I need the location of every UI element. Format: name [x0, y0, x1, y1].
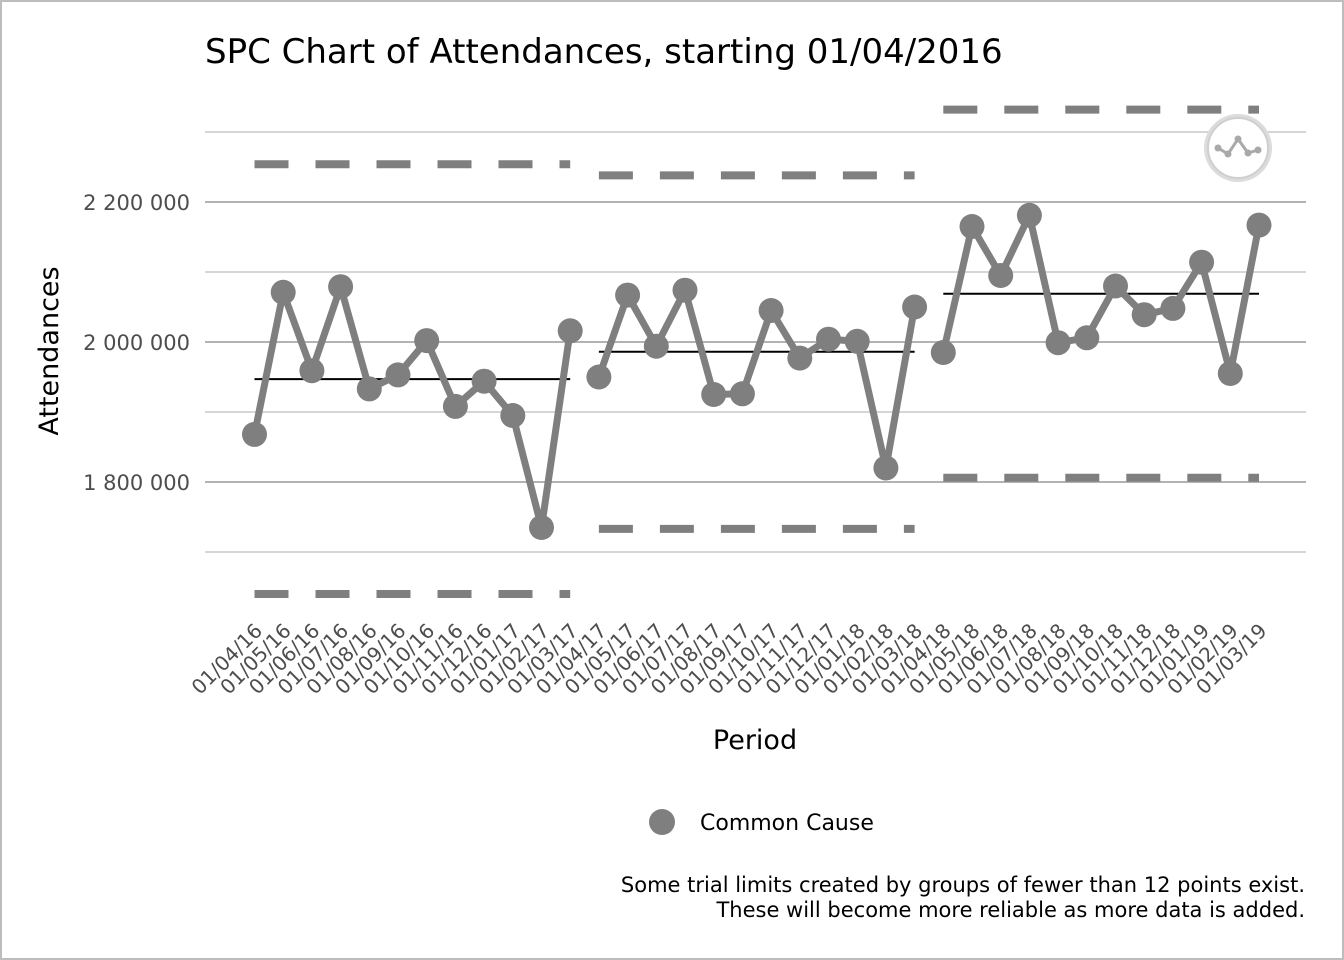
- legend: Common Cause: [649, 809, 874, 836]
- data-point: [586, 364, 612, 390]
- data-point: [615, 282, 641, 308]
- data-point: [270, 279, 296, 305]
- data-point: [816, 326, 841, 352]
- data-point: [758, 298, 784, 323]
- data-point: [1045, 330, 1071, 356]
- data-point: [1246, 212, 1272, 238]
- x-axis-title: Period: [713, 725, 797, 756]
- y-tick-label: 1 800 000: [83, 471, 190, 495]
- x-axis-ticks: 01/04/1601/05/1601/06/1601/07/1601/08/16…: [187, 619, 1272, 699]
- data-point: [1103, 273, 1128, 299]
- data-point: [385, 362, 411, 388]
- variation-common-cause-icon: [1204, 114, 1272, 182]
- data-point: [959, 214, 985, 239]
- data-point: [1016, 202, 1042, 228]
- y-axis-title: Attendances: [34, 266, 65, 435]
- data-point: [500, 403, 526, 428]
- data-point: [844, 328, 870, 354]
- chart-title: SPC Chart of Attendances, starting 01/04…: [205, 32, 1003, 72]
- y-tick-label: 2 200 000: [83, 191, 190, 215]
- data-point: [701, 382, 727, 407]
- data-point: [902, 294, 928, 320]
- data-point: [672, 277, 698, 303]
- legend-marker-common-cause: [649, 809, 675, 835]
- control-limits: [254, 105, 1259, 598]
- data-point: [557, 318, 583, 344]
- y-axis-ticks: 1 800 000 2 000 000 2 200 000: [83, 191, 190, 495]
- data-point: [988, 263, 1014, 288]
- data-point: [873, 455, 899, 481]
- data-point: [242, 421, 267, 447]
- y-tick-label: 2 000 000: [83, 331, 190, 355]
- data-point: [787, 345, 813, 371]
- data-point: [729, 381, 755, 407]
- data-point: [1189, 249, 1215, 275]
- data-point: [643, 333, 669, 359]
- gridlines: [205, 131, 1306, 553]
- data-point: [328, 274, 354, 300]
- series-line: [251, 283, 574, 531]
- data-point: [1074, 325, 1100, 351]
- legend-label-common-cause: Common Cause: [700, 811, 874, 836]
- data-point: [356, 376, 382, 402]
- data-point: [1217, 361, 1243, 386]
- data-point: [1131, 302, 1157, 328]
- caption-line-1: Some trial limits created by groups of f…: [621, 873, 1305, 897]
- series-common-cause: [242, 202, 1272, 540]
- data-point: [1160, 295, 1186, 321]
- data-point: [299, 358, 325, 384]
- data-point: [414, 328, 440, 354]
- caption-line-2: These will become more reliable as more …: [715, 898, 1305, 922]
- data-point: [529, 515, 554, 540]
- data-point: [930, 340, 956, 365]
- data-point: [471, 368, 497, 394]
- data-point: [442, 393, 468, 419]
- series-line: [595, 286, 919, 472]
